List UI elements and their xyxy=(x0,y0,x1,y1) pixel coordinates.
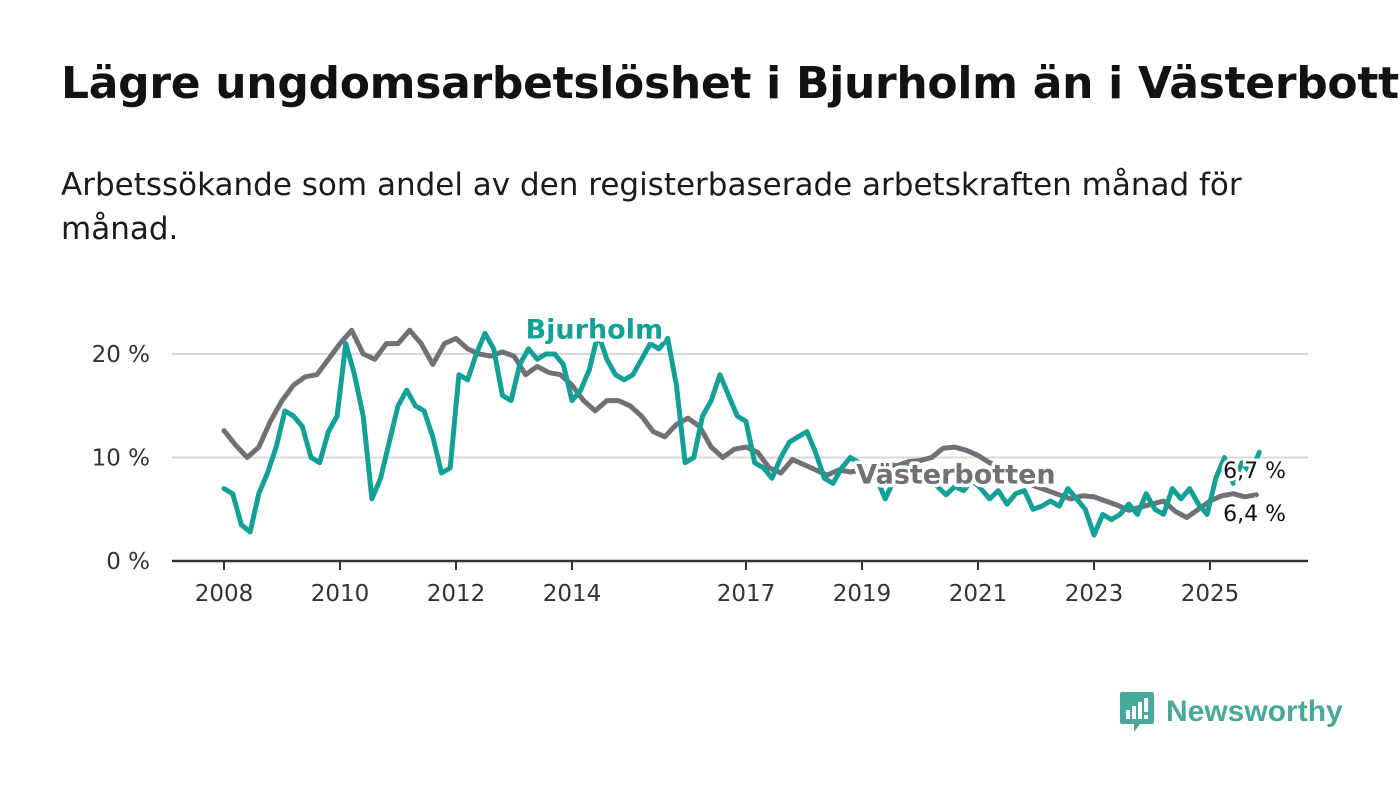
y-tick-label: 0 % xyxy=(106,549,150,575)
series-layer xyxy=(221,327,1262,538)
x-axis: 2008 2010 2012 2014 2017 2019 2021 2023 2025 xyxy=(172,559,1308,607)
y-tick-label: 10 % xyxy=(92,446,150,472)
series-line-bjurholm xyxy=(221,330,1262,538)
chart-title: Lägre ungdomsarbetslöshet i Bjurholm än … xyxy=(61,58,1400,109)
x-tick-label: 2008 xyxy=(195,581,254,607)
x-tick-label: 2017 xyxy=(717,581,776,607)
end-value-label: 6,4 % xyxy=(1223,502,1286,527)
series-label: Bjurholm xyxy=(526,314,664,345)
x-tick-label: 2010 xyxy=(311,581,370,607)
series-labels: Västerbotten 6,4 % Bjurholm 6,7 % xyxy=(522,311,1289,530)
x-tick-label: 2012 xyxy=(427,581,486,607)
series-line-västerbotten xyxy=(221,327,1259,520)
x-tick-label: 2019 xyxy=(833,581,892,607)
newsworthy-logo: Newsworthy xyxy=(1118,690,1343,734)
brand-name: Newsworthy xyxy=(1166,695,1343,728)
y-tick-label: 20 % xyxy=(92,342,150,368)
bar-chart-icon xyxy=(1120,692,1154,732)
x-tick-label: 2025 xyxy=(1181,581,1240,607)
x-tick-label: 2023 xyxy=(1065,581,1124,607)
x-tick-label: 2014 xyxy=(543,581,602,607)
end-value-label: 6,7 % xyxy=(1223,459,1286,484)
x-tick-label: 2021 xyxy=(949,581,1008,607)
chart-subtitle: Arbetssökande som andel av den registerb… xyxy=(61,167,1242,247)
series-label: Västerbotten xyxy=(856,459,1055,490)
